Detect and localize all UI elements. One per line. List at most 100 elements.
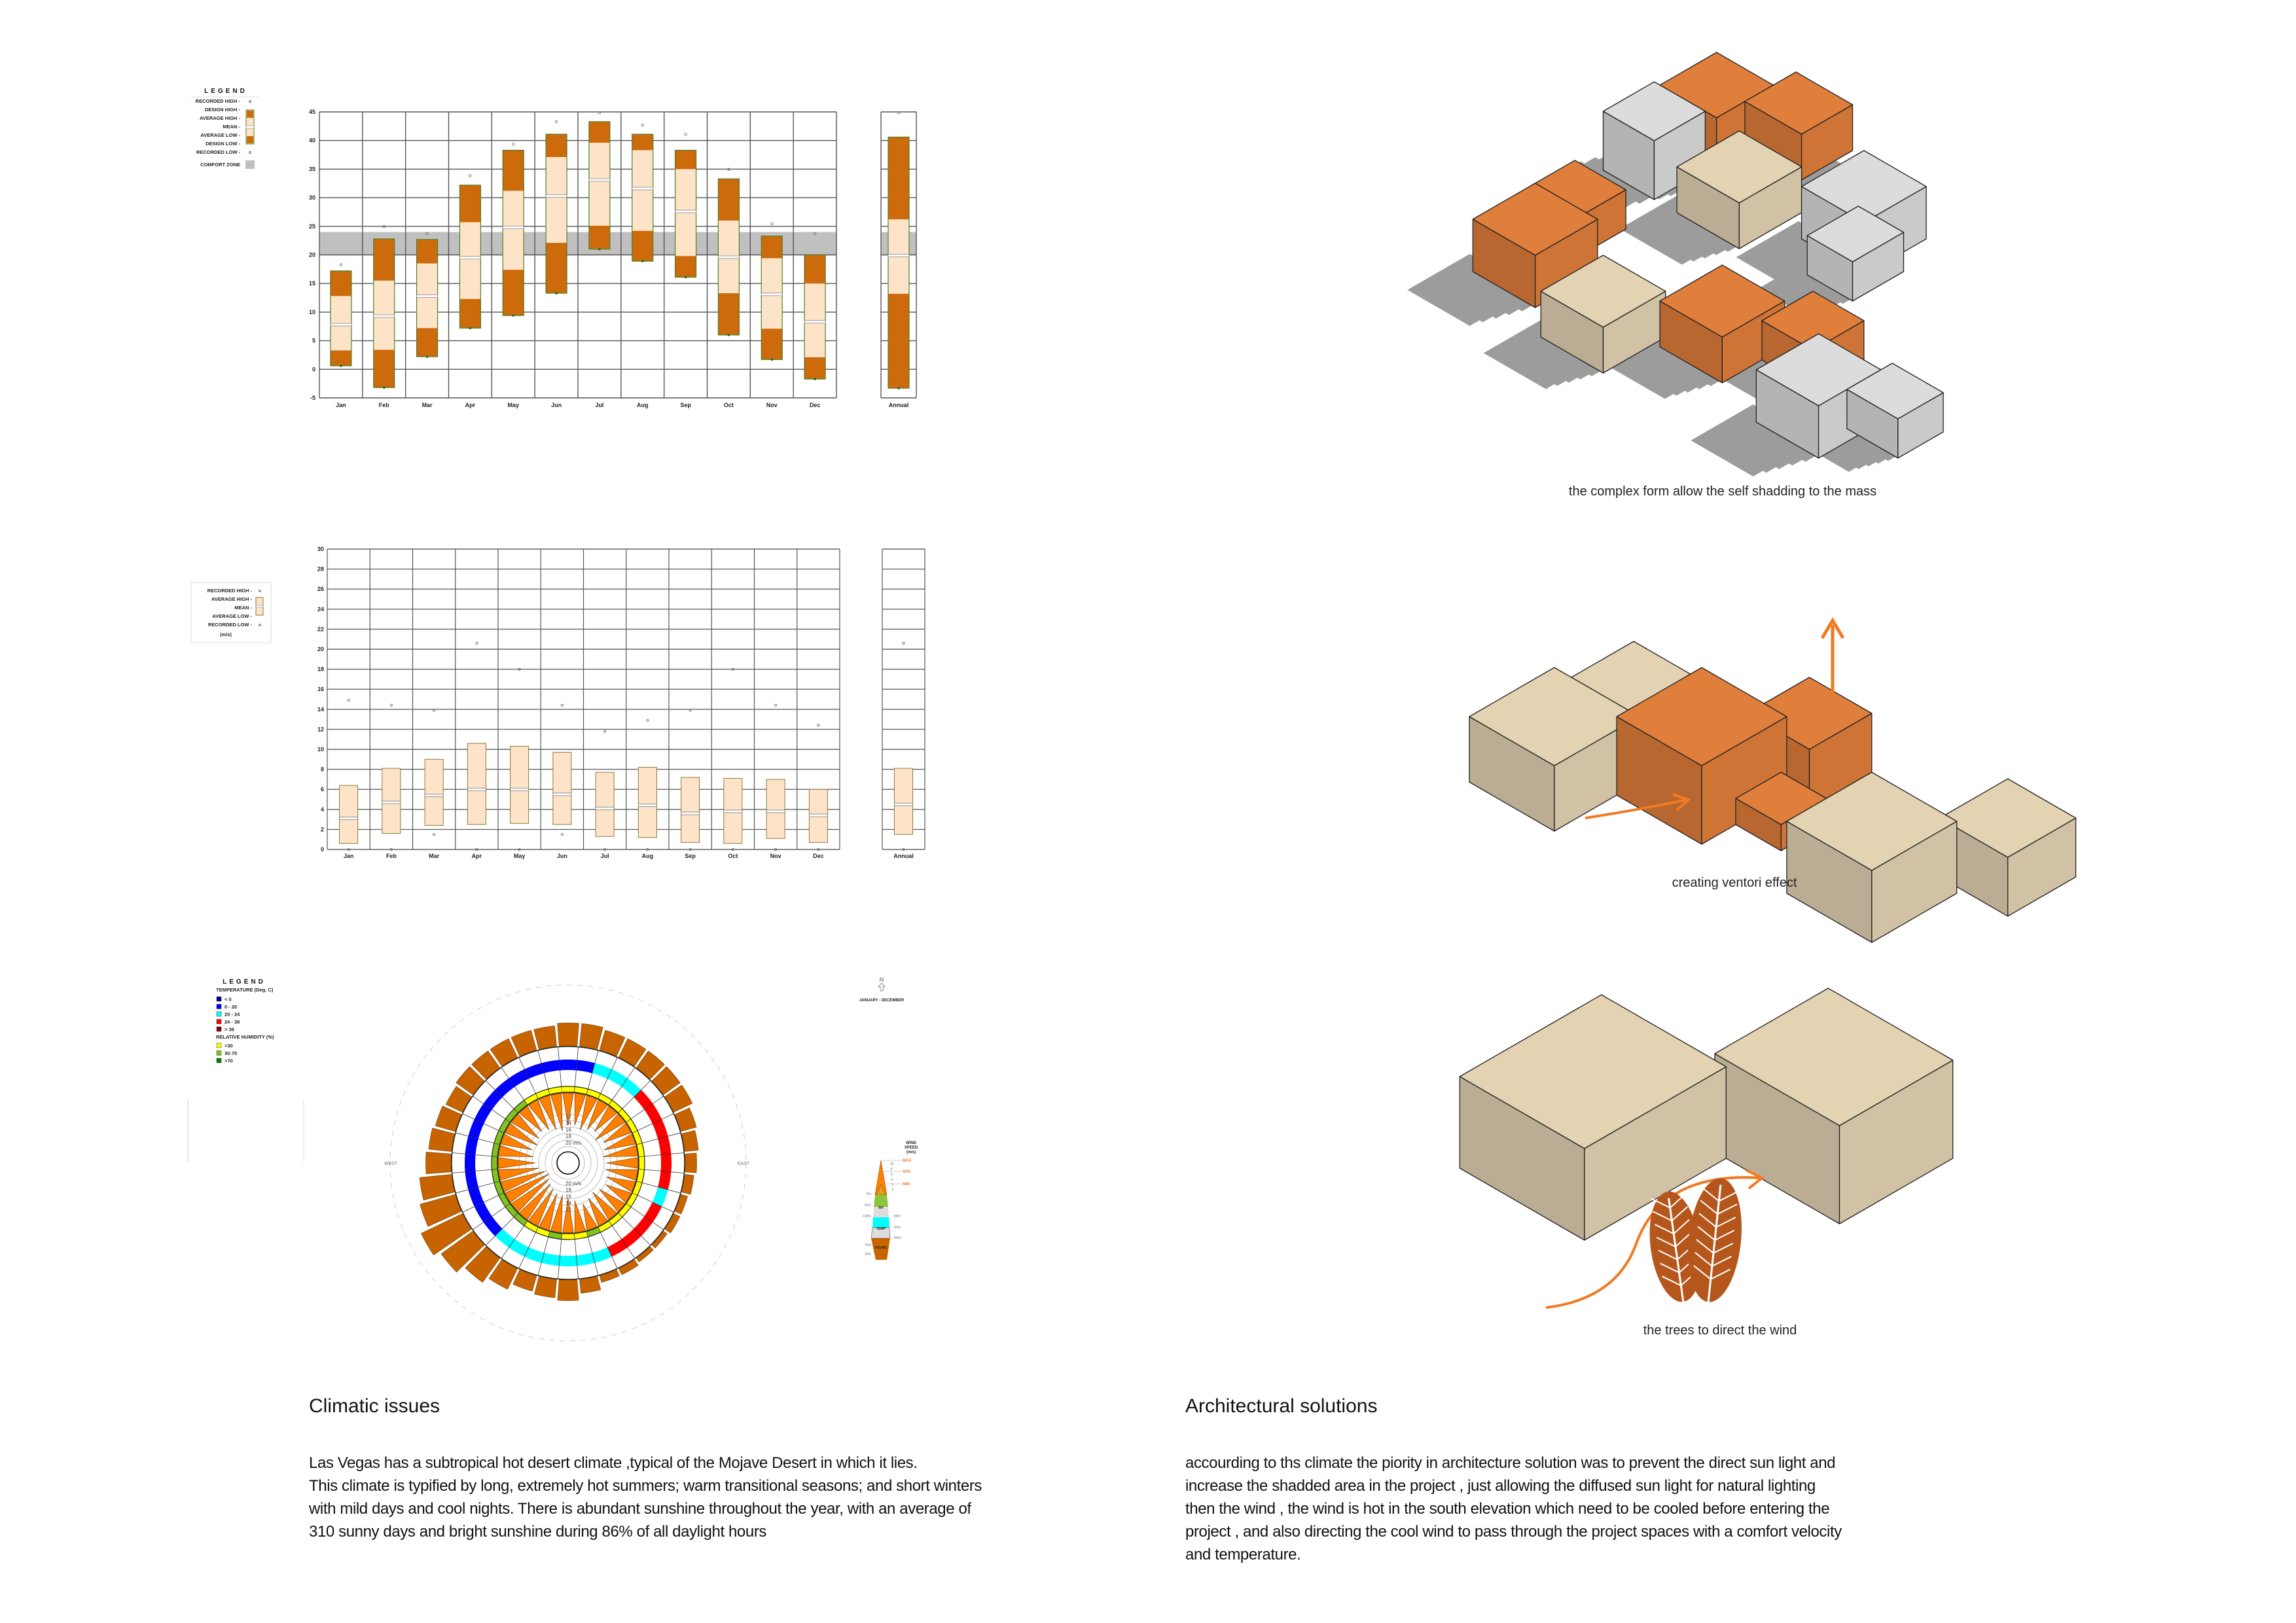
key-title-line: SPEED xyxy=(905,1146,918,1150)
wind-speed-spike xyxy=(511,1113,539,1139)
humidity-ring-segment xyxy=(608,1100,622,1113)
temperature-ring-segment xyxy=(509,1069,529,1087)
temperature-ring-segment xyxy=(621,1228,641,1248)
y-tick-label: -5 xyxy=(310,395,315,401)
sector-divider xyxy=(558,1046,562,1093)
recorded-low-marker xyxy=(774,848,778,851)
mean-marker xyxy=(416,294,438,298)
wind-speed-box xyxy=(552,704,572,836)
wind-speed-legend: RECORDED HIGH - AVERAGE HIGH - MEAN - AVERA… xyxy=(190,582,272,643)
sector-divider xyxy=(618,1080,651,1113)
y-tick-label: 12 xyxy=(317,726,324,732)
leaf-vein xyxy=(1668,1198,1685,1302)
sector-divider xyxy=(586,1231,599,1276)
beige-mass-top-face xyxy=(1469,667,1640,766)
period-label: JANUARY - DECEMBER xyxy=(859,999,905,1003)
leaf-vein xyxy=(1653,1206,1688,1222)
sector-divider xyxy=(636,1132,681,1145)
legend-temperature-label: > 38 xyxy=(224,1027,234,1033)
diagram-caption-trees: the trees to direct the wind xyxy=(1643,1323,1797,1338)
mean-marker xyxy=(424,793,444,797)
design-high-segment xyxy=(718,179,740,221)
mean-marker xyxy=(467,787,486,791)
mean-marker xyxy=(502,226,524,229)
average-range-box xyxy=(894,768,913,835)
tree-icon xyxy=(1649,1178,1742,1302)
key-wind-tick: 4 xyxy=(891,1178,893,1182)
y-tick-label: 20 xyxy=(317,646,324,652)
design-low-segment xyxy=(503,270,524,316)
temperature-ring-segment xyxy=(634,1216,653,1236)
recorded-high-marker xyxy=(817,724,820,727)
wind-speed-spike xyxy=(498,1145,533,1157)
humidity-ring-segment xyxy=(561,1086,575,1093)
text-line: This climate is typified by long, extrem… xyxy=(309,1477,982,1495)
temperature-box xyxy=(588,111,611,251)
x-tick-label: Nov xyxy=(770,853,781,859)
sector-divider xyxy=(638,1152,685,1157)
hours-bar xyxy=(445,1086,472,1113)
temperature-ring-segment xyxy=(524,1063,545,1079)
mean-marker xyxy=(595,806,615,810)
y-tick-label: 8 xyxy=(321,766,324,773)
average-range-box xyxy=(467,743,486,825)
recorded-low-marker xyxy=(814,378,816,380)
recorded-low-marker xyxy=(555,292,558,294)
design-high-segment xyxy=(546,134,567,158)
humidity-ring-segment xyxy=(618,1203,631,1217)
recorded-low-marker xyxy=(340,365,342,367)
recorded-high-marker xyxy=(469,174,472,177)
legend-temperature-swatch xyxy=(216,1004,222,1009)
temperature-ring-segment xyxy=(592,1063,612,1079)
x-tick-label: Jul xyxy=(601,853,609,859)
key-left-label: 0% xyxy=(867,1192,872,1196)
wind-scale-label-bottom: 14 xyxy=(565,1200,571,1206)
wind-speed-spike xyxy=(528,1099,550,1130)
wind-scale-circle xyxy=(551,1146,585,1180)
east-label: EAST xyxy=(738,1162,750,1166)
orange-mass-top-face xyxy=(1659,264,1785,338)
x-tick-label: Feb xyxy=(386,853,397,859)
temperature-ring-segment xyxy=(541,1060,560,1073)
key-rh-segment-grey xyxy=(873,1207,889,1217)
sector-divider xyxy=(632,1113,674,1133)
hours-bar xyxy=(674,1194,688,1215)
average-range-box xyxy=(595,772,615,837)
mean-marker xyxy=(330,323,352,327)
updraft-arrowhead-icon xyxy=(1820,617,1845,639)
hours-bar xyxy=(674,1107,697,1132)
key-wind-tick: 0 xyxy=(892,1188,894,1192)
sector-divider xyxy=(586,1050,599,1095)
hours-bar xyxy=(490,1038,518,1067)
mean-marker xyxy=(718,255,740,259)
sector-divider xyxy=(485,1213,518,1246)
recorded-high-marker xyxy=(646,719,649,722)
hours-bar xyxy=(488,1259,518,1290)
hours-bar xyxy=(599,1029,626,1057)
wind-speed-box xyxy=(681,709,700,851)
leaf-vein xyxy=(1656,1232,1692,1247)
key-wind-tick: 8 xyxy=(891,1168,893,1171)
x-tick-label: Oct xyxy=(724,402,734,408)
temperature-ring-segment xyxy=(658,1171,672,1190)
x-tick-label: Mar xyxy=(422,402,433,408)
temperature-ring-segment xyxy=(541,1253,560,1266)
wind-scale-label-top: 20 m/s xyxy=(565,1140,581,1146)
leaf-vein xyxy=(1707,1185,1722,1302)
design-low-segment xyxy=(718,293,740,335)
wind-scale-label-top: 18 xyxy=(565,1133,571,1139)
temperature-ring-segment xyxy=(465,1154,476,1172)
y-tick-label: 6 xyxy=(321,786,324,793)
temperature-ring-segment xyxy=(483,1090,503,1110)
legend-humidity-swatch xyxy=(216,1058,222,1063)
north-label: N xyxy=(880,976,884,983)
recorded-low-marker xyxy=(646,848,649,851)
design-high-segment xyxy=(459,185,481,223)
average-range-box xyxy=(552,752,572,825)
wind-scale-label-bottom: 18 xyxy=(565,1187,571,1193)
legend-recorded-low-swatch xyxy=(259,624,261,626)
sector-divider xyxy=(452,1152,498,1157)
wind-speed-spike xyxy=(588,1198,609,1227)
